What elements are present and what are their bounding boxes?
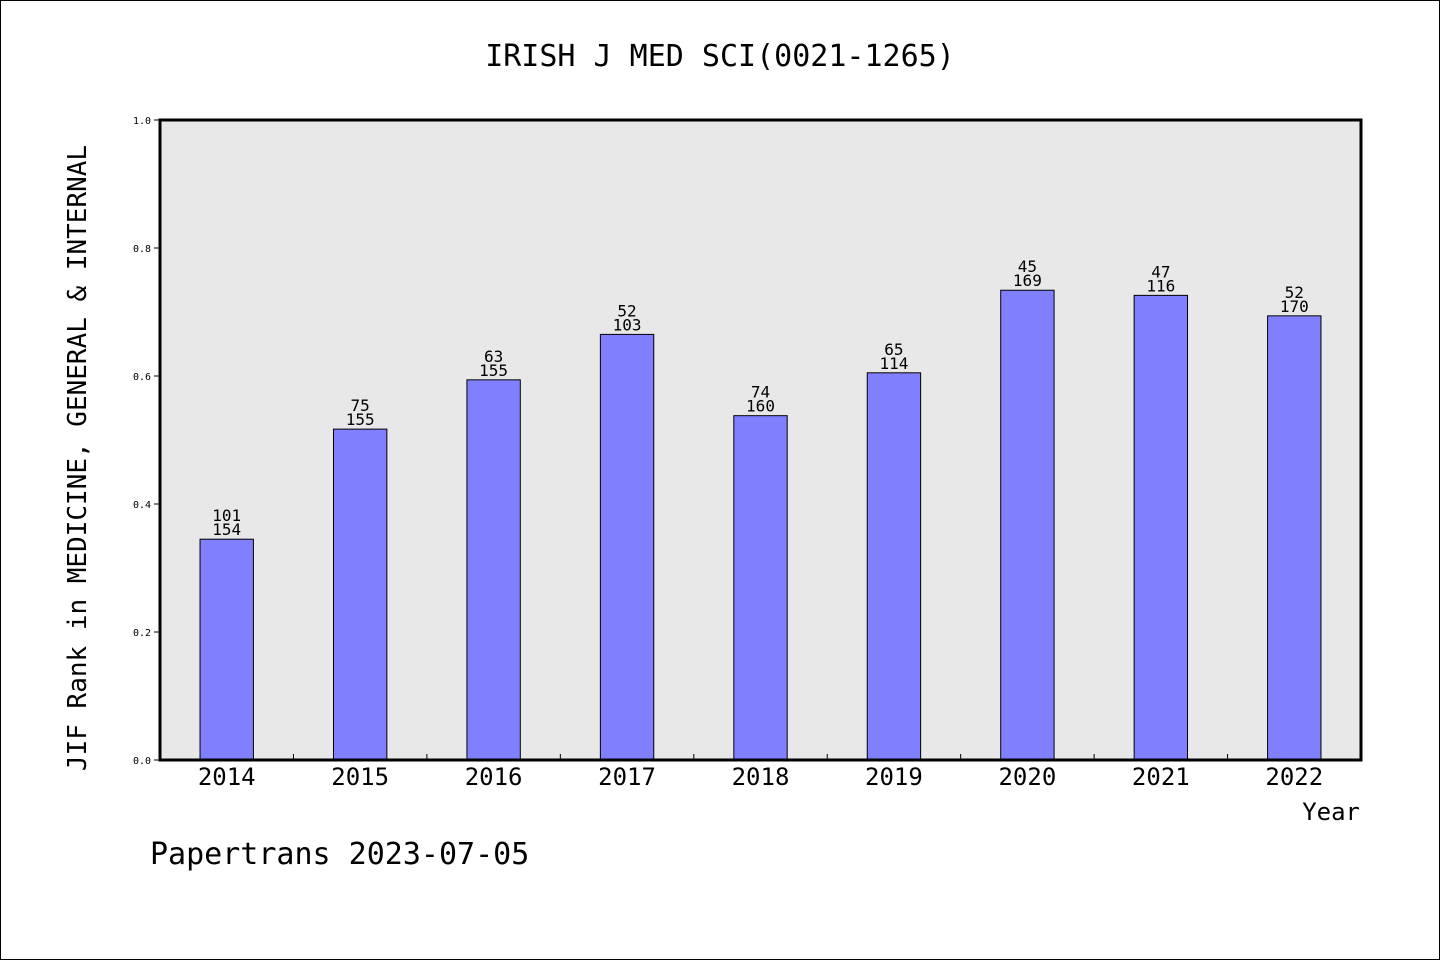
x-tick-label-2017: 2017 bbox=[598, 763, 656, 791]
total-label-2016: 155 bbox=[479, 361, 508, 380]
x-tick-label-2022: 2022 bbox=[1265, 763, 1323, 791]
y-axis-label: JIF Rank in MEDICINE, GENERAL & INTERNAL bbox=[63, 145, 93, 771]
chart-title: IRISH J MED SCI(0021-1265) bbox=[485, 39, 955, 74]
bar-2017 bbox=[599, 333, 655, 761]
rank-label-2015: 75 bbox=[351, 396, 370, 415]
plot-border bbox=[158, 118, 1363, 762]
x-tick-label-2016: 2016 bbox=[465, 763, 523, 791]
x-tick-label-2018: 2018 bbox=[732, 763, 790, 791]
bar-2021 bbox=[1133, 294, 1189, 761]
y-tick-label: 1.0 bbox=[133, 116, 151, 127]
bar-2014 bbox=[199, 538, 254, 761]
total-label-2022: 170 bbox=[1280, 297, 1309, 316]
total-label-2018: 160 bbox=[746, 397, 775, 416]
x-tick-label-2015: 2015 bbox=[331, 763, 389, 791]
bar-2022 bbox=[1267, 315, 1322, 761]
total-label-2017: 103 bbox=[613, 315, 642, 334]
rank-label-2014: 101 bbox=[212, 506, 241, 525]
x-tick-label-2020: 2020 bbox=[998, 763, 1056, 791]
x-tick-label-2021: 2021 bbox=[1132, 763, 1190, 791]
y-tick-label: 0.8 bbox=[133, 244, 151, 255]
y-tick-label: 0.2 bbox=[133, 628, 151, 639]
rank-label-2022: 52 bbox=[1285, 283, 1304, 302]
x-tick-label-2019: 2019 bbox=[865, 763, 923, 791]
rank-label-2019: 65 bbox=[884, 340, 903, 359]
rank-label-2017: 52 bbox=[617, 301, 636, 320]
y-tick-label: 0.0 bbox=[133, 756, 151, 767]
rank-label-2020: 45 bbox=[1018, 257, 1037, 276]
total-label-2014: 154 bbox=[212, 520, 241, 539]
y-tick-label: 0.4 bbox=[133, 500, 151, 511]
rank-label-2021: 47 bbox=[1151, 262, 1170, 281]
rank-label-2018: 74 bbox=[751, 383, 770, 402]
total-label-2021: 116 bbox=[1146, 276, 1175, 295]
total-label-2015: 155 bbox=[346, 410, 375, 429]
bar-2020 bbox=[1000, 289, 1055, 761]
total-label-2020: 169 bbox=[1013, 271, 1042, 290]
footer-text: Papertrans 2023-07-05 bbox=[150, 837, 529, 872]
y-tick-label: 0.6 bbox=[133, 372, 151, 383]
rank-label-2016: 63 bbox=[484, 347, 503, 366]
bar-2019 bbox=[866, 372, 922, 761]
bar-2018 bbox=[733, 415, 788, 761]
x-tick-label-2014: 2014 bbox=[198, 763, 256, 791]
bar-2015 bbox=[332, 428, 388, 761]
bar-2016 bbox=[466, 379, 521, 761]
total-label-2019: 114 bbox=[879, 354, 908, 373]
x-axis-label: Year bbox=[1302, 798, 1360, 826]
